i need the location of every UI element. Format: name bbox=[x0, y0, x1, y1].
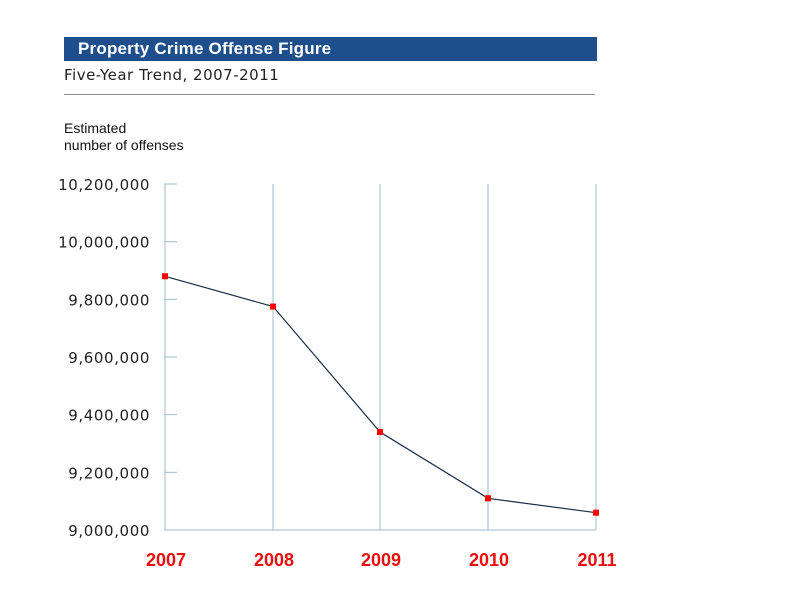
subtitle-divider bbox=[64, 94, 595, 95]
x-tick-label-2007: 2007 bbox=[146, 550, 186, 570]
y-tick-label: 9,800,000 bbox=[68, 291, 150, 309]
x-tick-label-2008: 2008 bbox=[254, 550, 294, 570]
x-tick-label-2009: 2009 bbox=[361, 550, 401, 570]
data-point-2007 bbox=[162, 273, 168, 280]
y-tick-label: 9,600,000 bbox=[68, 349, 150, 367]
x-tick-label-2011: 2011 bbox=[577, 550, 616, 570]
y-tick-label: 9,000,000 bbox=[68, 522, 150, 540]
chart-title: Property Crime Offense Figure bbox=[64, 37, 597, 61]
data-point-2009 bbox=[377, 428, 383, 435]
y-tick-label: 9,400,000 bbox=[68, 407, 150, 425]
x-tick-label-2010: 2010 bbox=[469, 550, 509, 570]
y-tick-label: 10,200,000 bbox=[58, 176, 150, 194]
data-point-2008 bbox=[270, 303, 276, 310]
data-point-2010 bbox=[485, 495, 491, 502]
y-tick-label: 9,200,000 bbox=[68, 464, 150, 482]
chart-subtitle: Five-Year Trend, 2007-2011 bbox=[64, 66, 280, 84]
data-point-2011 bbox=[593, 509, 599, 516]
y-axis-label: Estimated number of offenses bbox=[64, 120, 184, 153]
y-tick-label: 10,000,000 bbox=[58, 234, 150, 252]
